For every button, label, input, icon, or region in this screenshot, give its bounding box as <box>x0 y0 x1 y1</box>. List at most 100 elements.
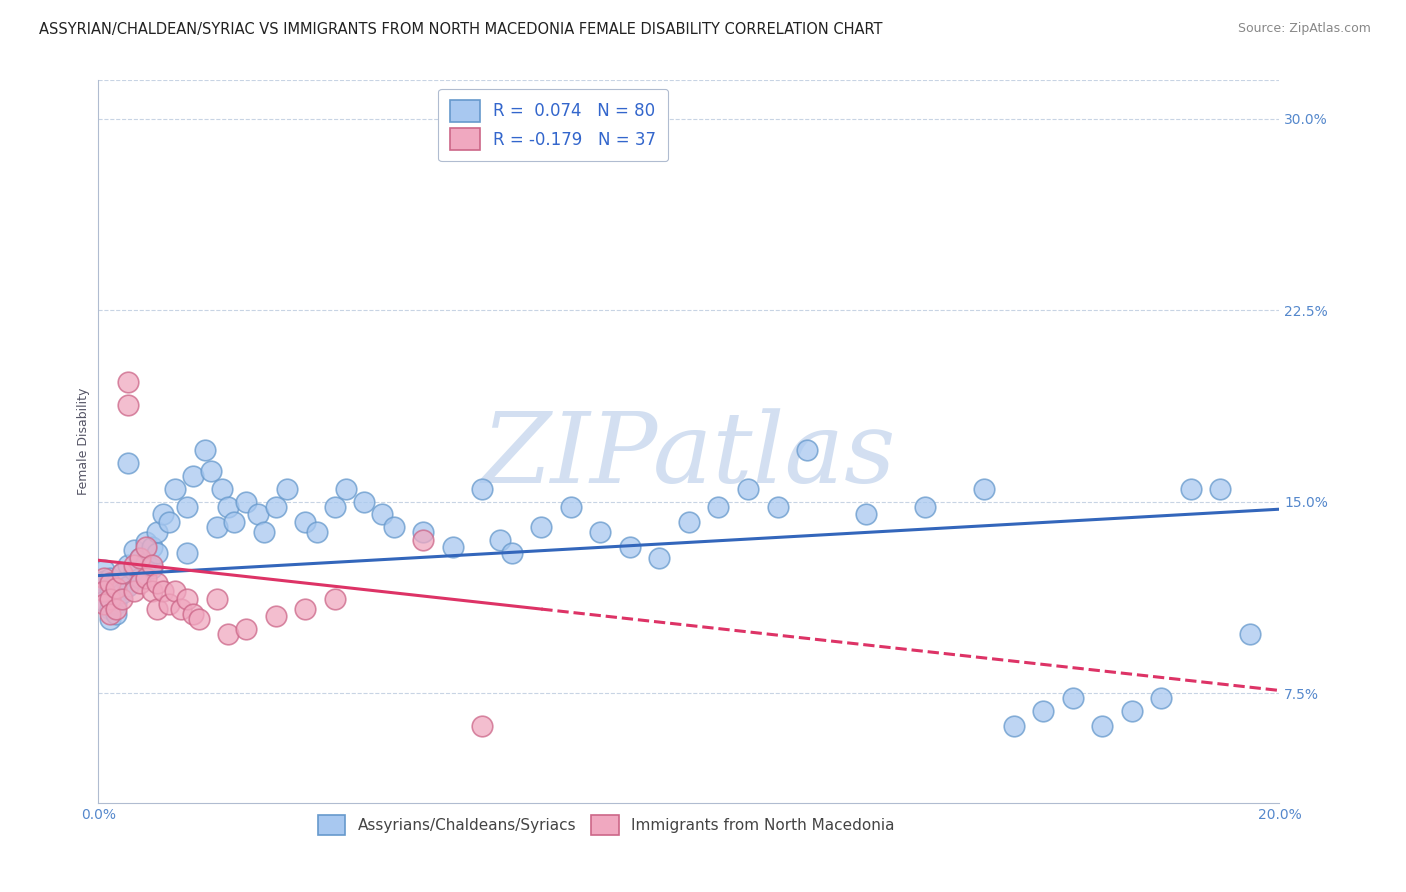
Point <box>796 443 818 458</box>
Point <box>205 591 228 606</box>
Point <box>217 500 239 514</box>
Point <box>122 558 145 573</box>
Point <box>737 482 759 496</box>
Point <box>501 546 523 560</box>
Point <box>122 543 145 558</box>
Point <box>471 719 494 733</box>
Point <box>489 533 512 547</box>
Point <box>1121 704 1143 718</box>
Text: ZIPatlas: ZIPatlas <box>482 409 896 504</box>
Point <box>217 627 239 641</box>
Point <box>117 375 139 389</box>
Point <box>1150 691 1173 706</box>
Point <box>412 533 434 547</box>
Point <box>235 494 257 508</box>
Point <box>294 515 316 529</box>
Point <box>194 443 217 458</box>
Point <box>246 508 269 522</box>
Point <box>224 515 246 529</box>
Point <box>1239 627 1261 641</box>
Point <box>371 508 394 522</box>
Point <box>187 612 209 626</box>
Point <box>105 607 128 621</box>
Point <box>471 482 494 496</box>
Point <box>135 571 157 585</box>
Point <box>181 607 204 621</box>
Point <box>382 520 405 534</box>
Point <box>276 482 298 496</box>
Point <box>200 464 222 478</box>
Point <box>353 494 375 508</box>
Point <box>117 456 139 470</box>
Point <box>1180 482 1202 496</box>
Point <box>122 583 145 598</box>
Point <box>707 500 730 514</box>
Point <box>678 515 700 529</box>
Point <box>128 550 150 565</box>
Point <box>441 541 464 555</box>
Point <box>146 546 169 560</box>
Point <box>98 601 121 615</box>
Point <box>122 564 145 578</box>
Point <box>128 550 150 565</box>
Point <box>165 482 187 496</box>
Point <box>176 591 198 606</box>
Point <box>93 583 115 598</box>
Point <box>128 571 150 585</box>
Point <box>93 574 115 588</box>
Point <box>1032 704 1054 718</box>
Y-axis label: Female Disability: Female Disability <box>77 388 90 495</box>
Point <box>152 508 174 522</box>
Point <box>111 576 134 591</box>
Point <box>135 535 157 549</box>
Point <box>619 541 641 555</box>
Point <box>98 612 121 626</box>
Point <box>211 482 233 496</box>
Point <box>181 469 204 483</box>
Point <box>855 508 877 522</box>
Point <box>1062 691 1084 706</box>
Point <box>176 500 198 514</box>
Point <box>1091 719 1114 733</box>
Point <box>105 586 128 600</box>
Legend: Assyrians/Chaldeans/Syriacs, Immigrants from North Macedonia: Assyrians/Chaldeans/Syriacs, Immigrants … <box>307 805 905 846</box>
Point <box>1209 482 1232 496</box>
Point <box>335 482 357 496</box>
Point <box>264 609 287 624</box>
Point <box>235 622 257 636</box>
Point <box>170 601 193 615</box>
Point <box>111 566 134 580</box>
Text: Source: ZipAtlas.com: Source: ZipAtlas.com <box>1237 22 1371 36</box>
Point <box>98 591 121 606</box>
Point <box>117 397 139 411</box>
Point <box>560 500 582 514</box>
Text: ASSYRIAN/CHALDEAN/SYRIAC VS IMMIGRANTS FROM NORTH MACEDONIA FEMALE DISABILITY CO: ASSYRIAN/CHALDEAN/SYRIAC VS IMMIGRANTS F… <box>39 22 883 37</box>
Point <box>105 597 128 611</box>
Point <box>412 525 434 540</box>
Point <box>589 525 612 540</box>
Point <box>98 571 121 585</box>
Point <box>253 525 276 540</box>
Point <box>530 520 553 534</box>
Point <box>93 583 115 598</box>
Point <box>141 558 163 573</box>
Point <box>117 558 139 573</box>
Point <box>766 500 789 514</box>
Point <box>157 515 180 529</box>
Point <box>111 591 134 606</box>
Point <box>323 500 346 514</box>
Point <box>323 591 346 606</box>
Point <box>176 546 198 560</box>
Point <box>648 550 671 565</box>
Point <box>146 601 169 615</box>
Point <box>973 482 995 496</box>
Point <box>135 556 157 570</box>
Point <box>105 601 128 615</box>
Point <box>141 561 163 575</box>
Point <box>294 601 316 615</box>
Point <box>111 586 134 600</box>
Point <box>93 564 115 578</box>
Point <box>146 576 169 591</box>
Point <box>105 582 128 596</box>
Point <box>105 576 128 591</box>
